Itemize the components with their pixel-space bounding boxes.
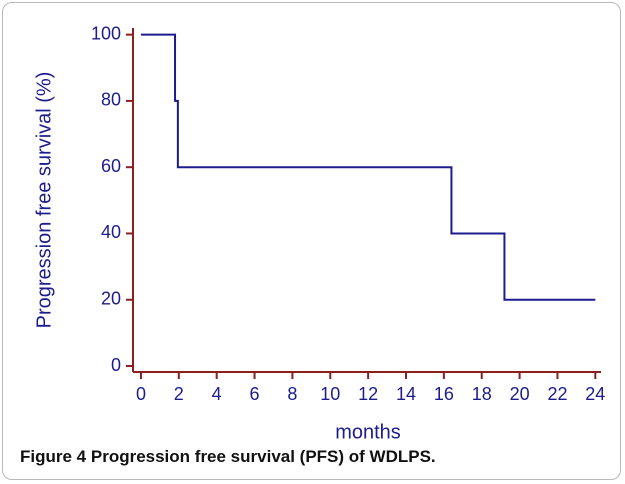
y-tick-label: 80 [101,90,121,110]
frame [2,2,621,480]
y-tick-label: 100 [91,23,121,43]
x-tick-label: 22 [547,384,567,404]
x-tick-label: 6 [250,384,260,404]
x-tick-label: 24 [585,384,605,404]
x-tick-label: 14 [396,384,416,404]
y-tick-label: 20 [101,289,121,309]
x-tick-label: 20 [510,384,530,404]
x-tick-label: 8 [287,384,297,404]
x-tick-label: 18 [472,384,492,404]
survival-curve [140,33,596,301]
x-tick-label: 0 [136,384,146,404]
y-tick-label: 0 [111,355,121,375]
caption-text: Progression free survival (PFS) of WDLPS… [91,447,436,466]
x-axis-label: months [335,421,401,443]
y-axis-label: Progression free survival (%) [33,72,55,329]
x-tick-label: 10 [320,384,340,404]
x-tick-label: 4 [212,384,222,404]
y-tick-label: 40 [101,222,121,242]
x-tick-label: 16 [434,384,454,404]
y-tick-label: 60 [101,156,121,176]
caption-label: Figure 4 [20,447,87,466]
x-tick-label: 12 [358,384,378,404]
caption: Figure 4 Progression free survival (PFS)… [20,447,436,466]
x-tick-label: 2 [174,384,184,404]
